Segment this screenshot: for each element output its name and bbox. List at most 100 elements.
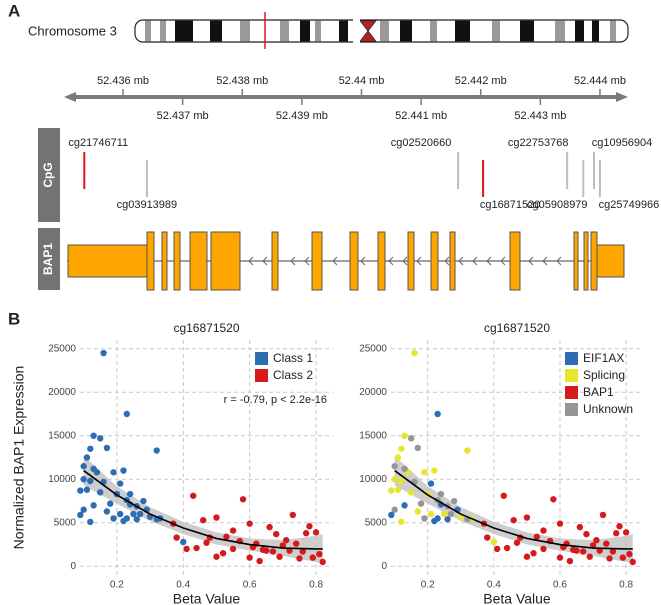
data-point <box>533 533 541 540</box>
strand-chevron <box>458 256 464 266</box>
x-tick-label: 0.2 <box>110 580 124 591</box>
probe-label: cg05908979 <box>527 199 588 211</box>
legend-swatch <box>565 352 578 365</box>
data-point <box>629 558 636 566</box>
data-point <box>103 508 111 515</box>
legend-swatch <box>565 369 578 382</box>
strand-chevron <box>290 256 296 266</box>
data-point <box>193 544 200 552</box>
data-point <box>540 527 547 534</box>
panel-label: B <box>8 309 20 328</box>
data-point <box>312 529 320 536</box>
data-point <box>292 540 300 547</box>
dark-bands <box>175 20 599 42</box>
y-tick-label: 10000 <box>359 474 387 485</box>
exon <box>311 231 323 291</box>
exon <box>583 231 589 291</box>
exon <box>430 231 439 291</box>
data-point <box>484 534 491 541</box>
exon <box>210 231 241 291</box>
data-point <box>490 538 498 546</box>
data-point <box>93 469 101 476</box>
chromosome-label: Chromosome 3 <box>28 23 117 38</box>
data-point <box>190 492 197 499</box>
x-tick-label: 0.8 <box>619 580 633 591</box>
strand-chevron <box>556 256 562 266</box>
strand-chevron <box>332 256 338 266</box>
data-point <box>513 539 521 546</box>
legend-swatch <box>255 352 268 365</box>
data-point <box>388 511 395 519</box>
data-point <box>437 490 445 498</box>
track-header <box>38 228 60 290</box>
data-point <box>319 558 326 566</box>
data-point <box>180 538 187 546</box>
data-point <box>239 496 247 503</box>
data-point <box>431 467 438 474</box>
x-axis-title: Beta Value <box>173 591 241 605</box>
data-point <box>388 487 395 494</box>
data-point <box>282 536 290 544</box>
data-point <box>87 445 94 452</box>
data-point <box>246 520 253 527</box>
data-point <box>116 510 124 518</box>
data-point <box>100 349 107 357</box>
axis-tick-label: 52.436 mb <box>97 75 149 87</box>
x-tick-label: 0.6 <box>243 580 257 591</box>
data-point <box>123 515 131 522</box>
data-point <box>199 516 207 524</box>
exon <box>349 231 359 291</box>
exon <box>590 231 598 291</box>
data-point <box>616 523 623 530</box>
x-tick-label: 0.6 <box>553 580 567 591</box>
strand-chevron <box>472 256 478 266</box>
data-point <box>464 447 471 454</box>
x-tick-label: 0.4 <box>176 580 190 591</box>
data-point <box>223 533 230 540</box>
probe-label: cg03913989 <box>117 199 178 211</box>
probe-label: cg10956904 <box>592 137 653 149</box>
y-tick-label: 0 <box>381 561 387 572</box>
data-point <box>450 497 458 505</box>
data-point <box>523 553 531 560</box>
data-point <box>427 480 435 487</box>
data-point <box>123 410 131 418</box>
exon <box>509 231 521 291</box>
exon <box>173 231 181 291</box>
data-point <box>302 530 310 537</box>
exon <box>449 231 456 291</box>
data-point <box>540 545 547 553</box>
legend-label: Unknown <box>583 402 633 416</box>
axis-tick-label: 52.439 mb <box>276 110 328 122</box>
data-point <box>97 435 104 442</box>
data-point <box>203 539 210 546</box>
axis-tick-label: 52.443 mb <box>514 110 566 122</box>
fit-line <box>83 469 323 550</box>
x-tick-label: 0.4 <box>487 580 501 591</box>
grey-bands <box>145 20 616 42</box>
x-tick-label: 0.2 <box>421 580 435 591</box>
data-point <box>530 550 537 557</box>
data-point <box>434 410 441 418</box>
data-point <box>503 544 511 552</box>
panel-label: A <box>8 1 20 20</box>
data-point <box>401 465 408 473</box>
data-point <box>83 486 91 493</box>
data-point <box>500 492 507 499</box>
data-point <box>391 476 398 483</box>
data-point <box>269 548 277 555</box>
data-point <box>394 486 402 493</box>
exon <box>189 231 208 291</box>
data-point <box>421 515 428 522</box>
data-point <box>110 469 117 476</box>
data-point <box>213 553 220 560</box>
data-point <box>391 463 398 470</box>
data-point <box>613 530 620 537</box>
data-point <box>593 536 600 544</box>
legend-label: BAP1 <box>583 385 614 399</box>
strand-chevron <box>486 256 492 266</box>
strand-chevron <box>444 256 450 266</box>
legend-swatch <box>255 369 268 382</box>
data-point <box>589 542 597 549</box>
